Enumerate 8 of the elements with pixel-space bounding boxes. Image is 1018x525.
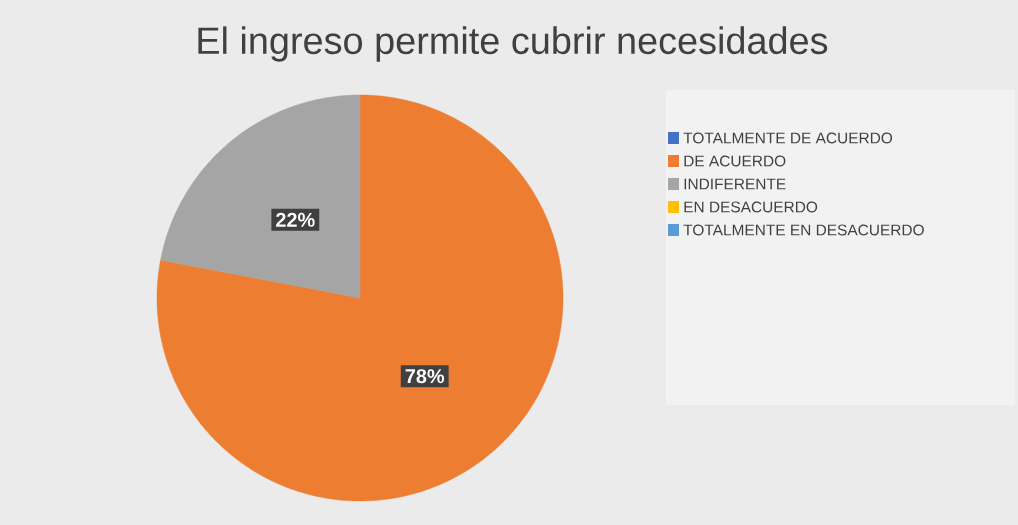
legend-label: INDIFERENTE <box>684 178 786 190</box>
chart-title: El ingreso permite cubrir necesidades <box>198 26 828 62</box>
data-label: 22% <box>276 212 315 227</box>
legend-label: EN DESACUERDO <box>684 201 818 213</box>
data-label: 78% <box>405 369 445 384</box>
legend-label: TOTALMENTE DE ACUERDO <box>683 132 893 144</box>
legend-label: TOTALMENTE EN DESACUERDO <box>683 224 924 236</box>
legend-label: DE ACUERDO <box>684 155 786 167</box>
